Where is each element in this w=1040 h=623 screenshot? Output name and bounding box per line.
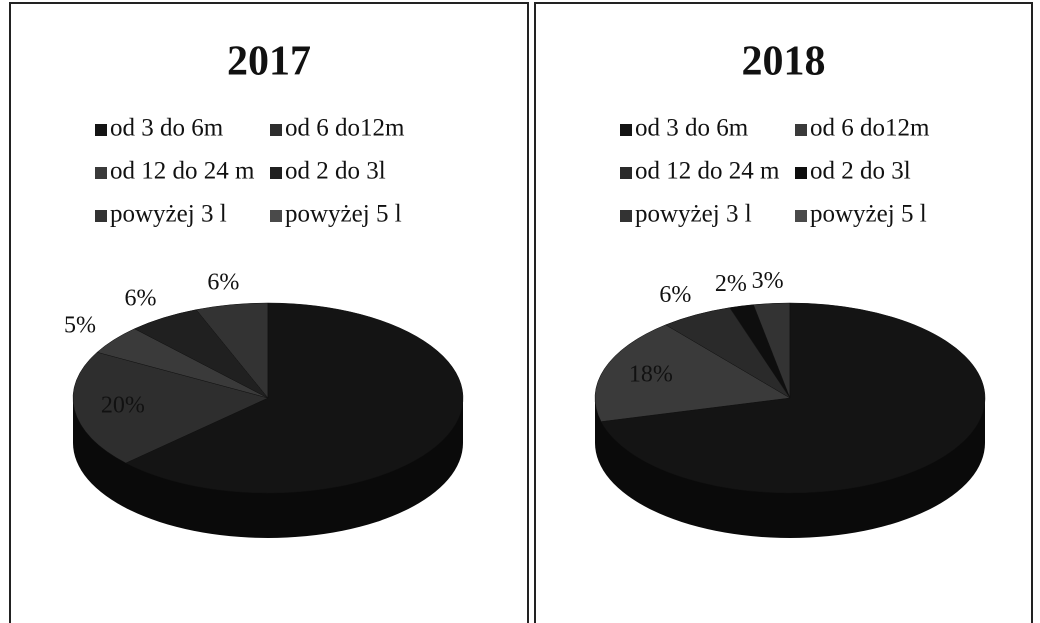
data-label: 18% <box>629 361 673 387</box>
data-label: 6% <box>125 286 157 312</box>
legend-swatch <box>270 167 282 179</box>
legend-label: od 12 do 24 m <box>110 158 255 185</box>
legend-swatch <box>270 210 282 222</box>
chart-title: 2018 <box>742 39 826 85</box>
pie-slice <box>600 302 986 494</box>
pie-slice <box>72 351 269 464</box>
legend-swatch <box>795 210 807 222</box>
chart-title: 2017 <box>227 39 311 85</box>
legend-label: od 2 do 3l <box>810 158 911 185</box>
legend-label: powyżej 3 l <box>110 201 227 228</box>
panel-frame <box>9 2 529 623</box>
legend-swatch <box>795 124 807 136</box>
legend-label: od 3 do 6m <box>110 115 224 142</box>
legend-swatch <box>620 210 632 222</box>
legend-swatch <box>270 124 282 136</box>
legend-swatch <box>95 124 107 136</box>
legend-label: od 3 do 6m <box>635 115 749 142</box>
pie-slice <box>125 302 464 494</box>
legend-label: od 2 do 3l <box>285 158 386 185</box>
legend-swatch <box>95 167 107 179</box>
data-label: 2% <box>715 271 747 297</box>
legend-label: powyżej 5 l <box>285 201 402 228</box>
data-label: 6% <box>659 282 691 308</box>
legend-label: od 6 do12m <box>285 115 405 142</box>
data-label: 5% <box>64 312 96 338</box>
data-label: 6% <box>207 270 239 296</box>
legend-swatch <box>620 124 632 136</box>
legend-swatch <box>620 167 632 179</box>
legend-label: powyżej 3 l <box>635 201 752 228</box>
panel-frame <box>534 2 1033 623</box>
data-label: 3% <box>752 268 784 294</box>
legend-swatch <box>95 210 107 222</box>
legend-label: powyżej 5 l <box>810 201 927 228</box>
legend-swatch <box>795 167 807 179</box>
pie-slice <box>594 324 791 422</box>
legend-label: od 12 do 24 m <box>635 158 780 185</box>
legend-label: od 6 do12m <box>810 115 930 142</box>
data-label: 20% <box>101 392 145 418</box>
